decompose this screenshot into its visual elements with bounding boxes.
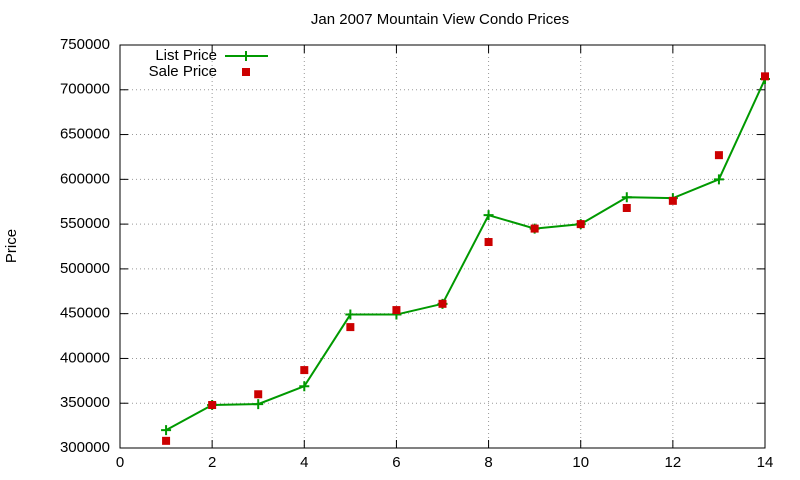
- y-tick-label: 550000: [60, 215, 110, 232]
- point: [300, 366, 309, 375]
- point: [622, 203, 631, 212]
- legend-label: List Price: [155, 47, 217, 64]
- y-axis-label: Price: [3, 229, 20, 263]
- point: [713, 174, 724, 185]
- plot-frame: [119, 44, 766, 449]
- y-tick-label: 600000: [60, 170, 110, 187]
- y-tick-label: 700000: [60, 81, 110, 98]
- x-tick-label: 12: [665, 454, 682, 471]
- point: [253, 399, 264, 410]
- point: [208, 401, 217, 410]
- point: [254, 390, 263, 399]
- point: [761, 72, 769, 81]
- x-tick-label: 0: [116, 454, 124, 471]
- y-tick-label: 400000: [60, 349, 110, 366]
- x-tick-label: 6: [392, 454, 400, 471]
- point: [484, 238, 493, 247]
- point: [346, 323, 355, 332]
- point: [438, 299, 447, 308]
- legend-marker: [242, 68, 250, 76]
- point: [668, 196, 677, 205]
- legend-marker: [241, 51, 251, 61]
- x-tick-label: 2: [208, 454, 216, 471]
- point: [392, 306, 401, 315]
- x-tick-label: 8: [484, 454, 492, 471]
- point: [299, 381, 310, 392]
- point: [483, 210, 494, 221]
- point: [530, 224, 539, 233]
- point: [162, 436, 171, 445]
- x-tick-label: 14: [757, 454, 774, 471]
- series-line: [165, 78, 766, 431]
- y-tick-label: 500000: [60, 260, 110, 277]
- y-tick-label: 650000: [60, 126, 110, 143]
- x-tick-label: 10: [572, 454, 589, 471]
- x-tick-label: 4: [300, 454, 308, 471]
- point: [714, 151, 723, 160]
- y-tick-label: 350000: [60, 394, 110, 411]
- y-tick-label: 300000: [60, 439, 110, 456]
- point: [161, 425, 172, 436]
- point: [345, 309, 356, 320]
- point: [621, 192, 632, 203]
- point: [576, 220, 585, 229]
- chart-title: Jan 2007 Mountain View Condo Prices: [311, 11, 569, 28]
- legend-label: Sale Price: [149, 63, 217, 80]
- y-tick-label: 750000: [60, 36, 110, 53]
- y-tick-label: 450000: [60, 305, 110, 322]
